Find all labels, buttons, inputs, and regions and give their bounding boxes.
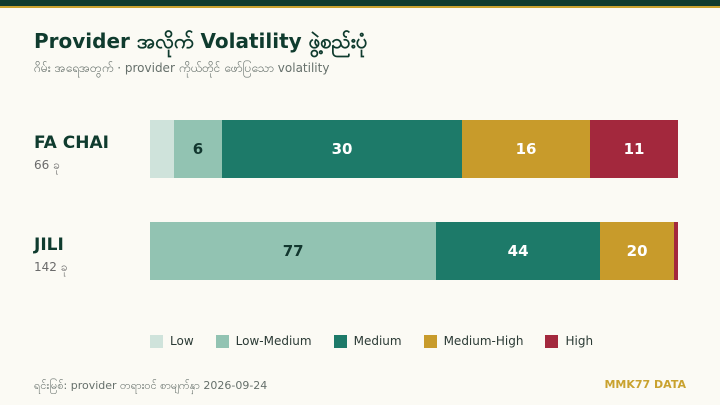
bar-segment-medium-high: 16 <box>462 120 590 178</box>
category-count: 142 ခု <box>34 260 68 274</box>
category-label: JILI <box>34 235 64 255</box>
category-count: 66 ခု <box>34 158 60 172</box>
legend-swatch <box>545 334 559 348</box>
legend-swatch <box>150 334 163 348</box>
bar-segment-medium: 44 <box>436 222 600 280</box>
stacked-bar: 77 44 20 <box>150 222 678 280</box>
legend-label: Medium-High <box>443 334 524 348</box>
bar-segment-low-medium: 6 <box>174 120 222 178</box>
top-bar-accent <box>0 6 720 8</box>
legend-label: Medium <box>353 334 402 348</box>
legend-swatch <box>423 334 437 348</box>
legend-label: Low <box>170 334 194 348</box>
legend-item: Medium <box>333 334 402 348</box>
legend-item: Low <box>150 334 194 348</box>
bar-segment-low <box>150 120 174 178</box>
bar-segment-medium-high: 20 <box>599 222 675 280</box>
bar-segment-medium: 30 <box>222 120 462 178</box>
legend-item: Medium-High <box>423 334 524 348</box>
brand-label: MMK77 DATA <box>604 378 686 391</box>
stacked-bar: 6 30 16 11 <box>150 120 678 178</box>
legend-swatch <box>215 334 229 348</box>
bar-segment-high <box>674 222 678 280</box>
legend-swatch <box>333 334 347 348</box>
legend-label: High <box>565 334 594 348</box>
chart-title: Provider အလိုက် Volatility ဖွဲ့စည်းပုံ <box>34 29 368 53</box>
chart-legend: Low Low-Medium Medium Medium-High High <box>150 334 593 348</box>
chart-subtitle: ဂိမ်း အရေအတွက် · provider ကိုယ်တိုင် ဖော… <box>34 61 330 75</box>
bar-segment-low-medium: 77 <box>150 222 437 280</box>
bar-segment-high: 11 <box>590 120 678 178</box>
top-bar <box>0 0 720 6</box>
category-label: FA CHAI <box>34 133 109 153</box>
legend-label: Low-Medium <box>235 334 312 348</box>
source-note: ရင်းမြစ်: provider တရားဝင် စာမျက်နှာ 202… <box>34 379 268 392</box>
legend-item: High <box>545 334 593 348</box>
legend-item: Low-Medium <box>215 334 312 348</box>
